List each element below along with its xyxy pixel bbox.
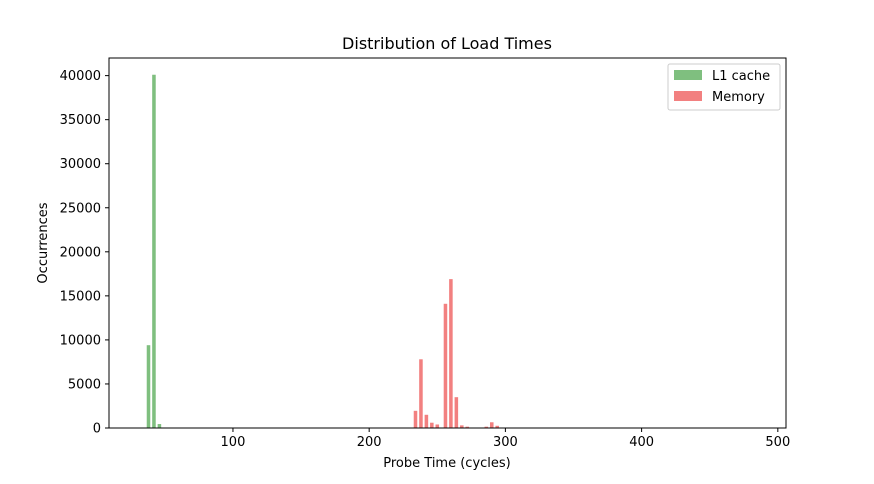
bar-memory-4	[435, 424, 440, 428]
legend-swatch-memory	[674, 91, 702, 101]
legend: L1 cache Memory	[667, 63, 781, 111]
bar-memory-12	[495, 425, 499, 428]
bar-memory-7	[454, 397, 459, 428]
chart-title: Distribution of Load Times	[342, 34, 552, 53]
x-tick-label: 500	[765, 435, 790, 450]
bar-memory-8	[460, 425, 464, 428]
x-tick-label: 200	[357, 435, 382, 450]
y-tick-label: 5000	[68, 377, 101, 392]
bar-l1-cache-1	[152, 74, 156, 429]
bar-memory-5	[443, 303, 448, 428]
legend-swatch-l1-cache	[674, 70, 702, 80]
x-tick-label: 300	[493, 435, 518, 450]
bar-memory-11	[490, 422, 494, 428]
x-axis-label: Probe Time (cycles)	[383, 456, 510, 471]
x-axis-ticks: 100 200 300 400 500	[221, 428, 790, 450]
y-tick-label: 0	[93, 422, 101, 437]
bar-memory-9	[465, 426, 470, 428]
bars-layer	[146, 74, 499, 429]
bar-memory-2	[424, 414, 429, 428]
bar-l1-cache-0	[146, 345, 151, 428]
y-tick-label: 30000	[60, 157, 101, 172]
y-tick-label: 35000	[60, 113, 101, 128]
bar-memory-0	[413, 410, 418, 428]
y-tick-label: 25000	[60, 201, 101, 216]
bar-memory-3	[430, 422, 434, 428]
bar-memory-6	[449, 279, 453, 428]
x-tick-label: 100	[221, 435, 246, 450]
bar-memory-1	[419, 359, 423, 428]
legend-entries: L1 cache Memory	[674, 69, 770, 105]
bar-l1-cache-2	[157, 424, 162, 428]
y-tick-label: 40000	[60, 69, 101, 84]
x-tick-label: 400	[629, 435, 654, 450]
y-tick-label: 15000	[60, 289, 101, 304]
legend-label-l1-cache: L1 cache	[712, 69, 770, 84]
bar-memory-10	[484, 426, 489, 428]
y-axis-label: Occurrences	[36, 202, 51, 283]
y-axis-ticks: 0 5000 10000 15000 20000 25000 30000 35000 40000	[60, 69, 109, 437]
plot-area-frame	[108, 57, 787, 429]
y-tick-label: 20000	[60, 245, 101, 260]
legend-label-memory: Memory	[712, 90, 765, 105]
y-tick-label: 10000	[60, 333, 101, 348]
